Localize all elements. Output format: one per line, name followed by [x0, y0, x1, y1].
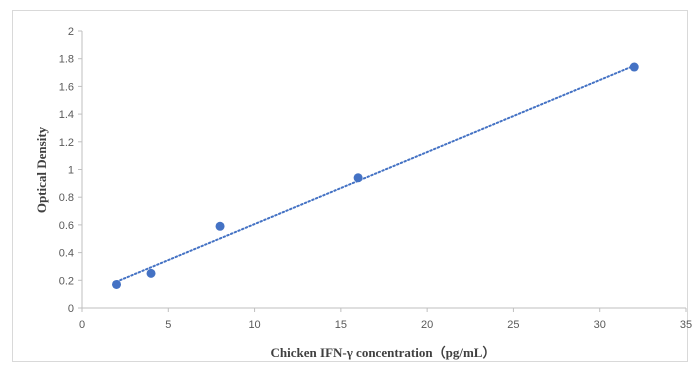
x-axis-title: Chicken IFN-γ concentration（pg/mL）: [271, 345, 496, 360]
data-point: [353, 173, 363, 183]
y-tick-label: 0.2: [59, 275, 74, 287]
y-tick-labels: 0 0.2 0.4 0.6 0.8 1 1.2 1.4 1.6 1.8 2: [59, 26, 74, 315]
x-tick-label: 35: [680, 319, 692, 331]
x-tick-label: 25: [507, 319, 519, 331]
y-tick-label: 1: [68, 165, 74, 177]
data-point: [215, 221, 225, 231]
x-tick-labels: 0 5 10 15 20 25 30 35: [79, 319, 692, 331]
y-tick-label: 0: [68, 303, 74, 315]
y-tick-label: 1.4: [59, 109, 74, 121]
x-tick-label: 30: [594, 319, 606, 331]
data-points: [112, 62, 639, 289]
y-tick-label: 0.4: [59, 248, 74, 260]
linear-trendline: [115, 64, 636, 283]
x-tick-label: 0: [79, 319, 85, 331]
y-tick-label: 2: [68, 26, 74, 38]
y-tick-label: 1.8: [59, 54, 74, 66]
y-axis-title: Optical Density: [34, 126, 49, 213]
x-tick-label: 20: [421, 319, 433, 331]
data-point: [146, 268, 156, 278]
x-tick-label: 5: [165, 319, 171, 331]
y-tick-label: 0.6: [59, 220, 74, 232]
y-tick-label: 1.2: [59, 137, 74, 149]
y-tick-label: 0.8: [59, 192, 74, 204]
data-point: [112, 279, 122, 289]
x-tick-label: 15: [335, 319, 347, 331]
axes: [78, 30, 687, 312]
x-tick-label: 10: [248, 319, 260, 331]
trendline-group: [115, 64, 636, 283]
y-tick-label: 1.6: [59, 81, 74, 93]
chart-frame: [12, 10, 688, 362]
data-point: [629, 62, 639, 72]
